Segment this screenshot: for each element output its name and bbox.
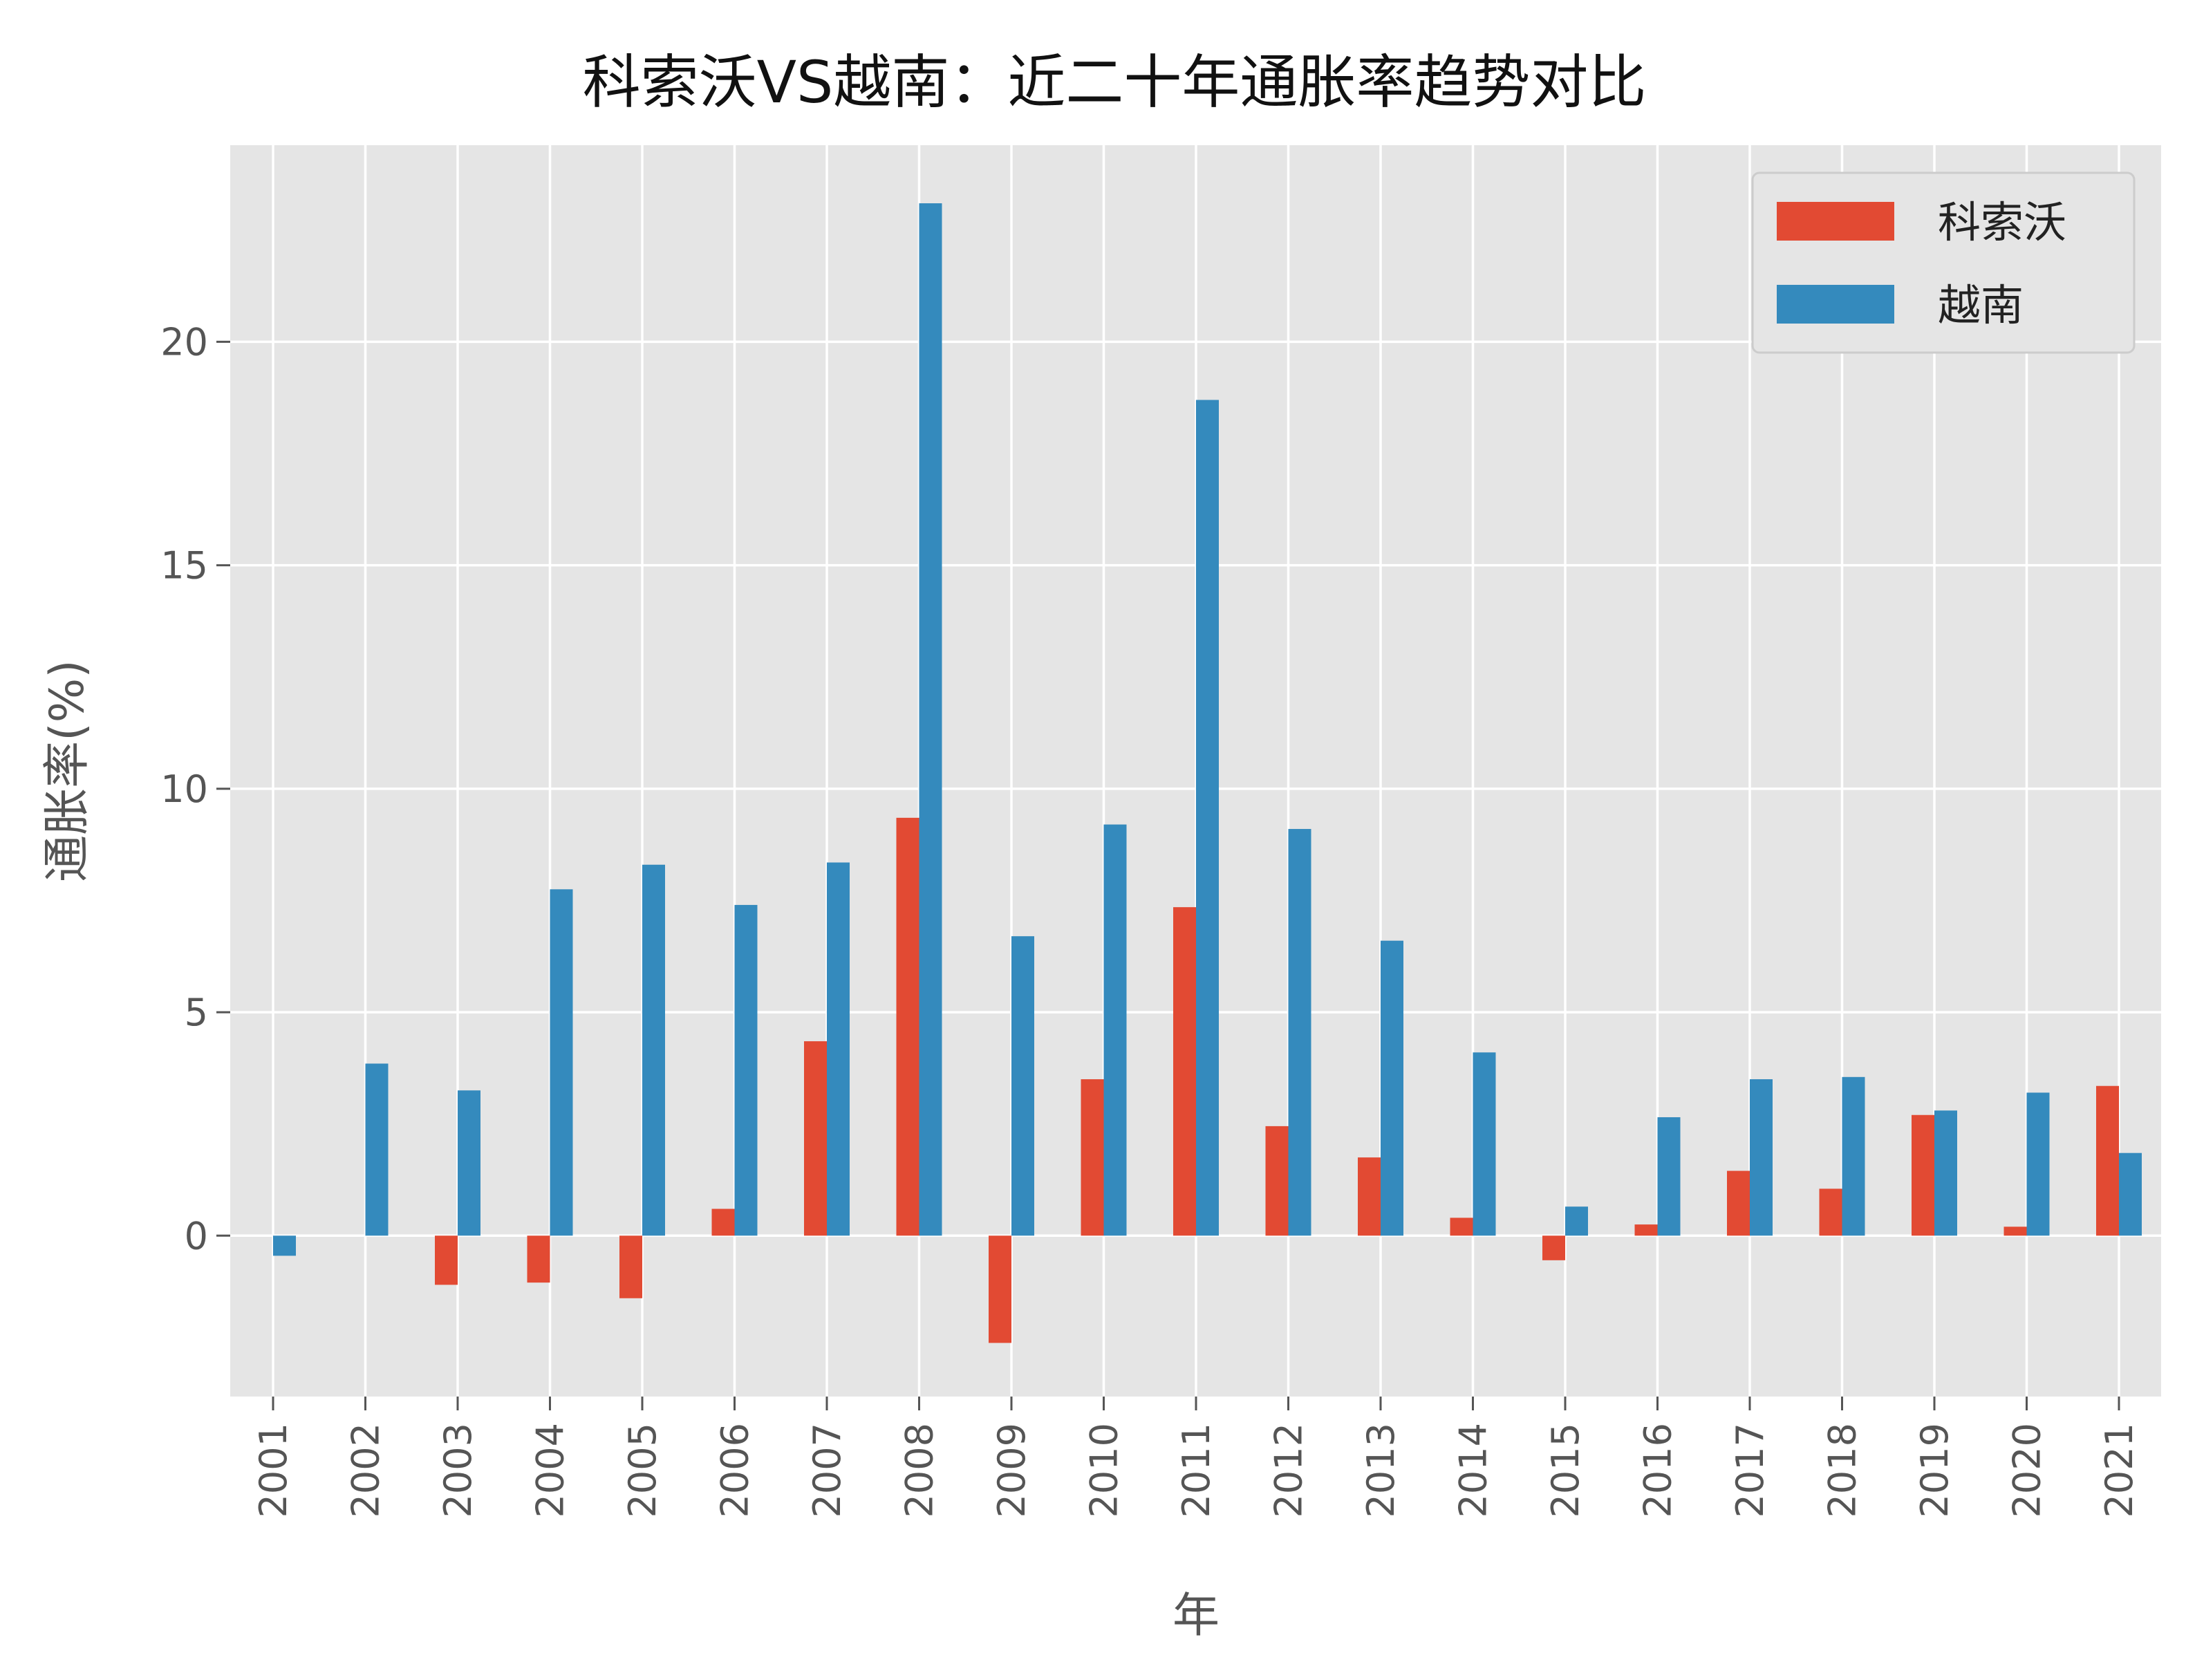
x-tick-label: 2011 <box>1175 1423 1218 1518</box>
bars <box>273 203 2142 1343</box>
legend-swatch-vietnam <box>1777 285 1894 324</box>
x-tick-label: 2003 <box>436 1423 480 1518</box>
bar-vietnam <box>2026 1092 2050 1236</box>
bar-kosovo <box>804 1041 827 1236</box>
bar-kosovo <box>435 1235 458 1285</box>
y-tick-label: 20 <box>160 320 208 364</box>
x-tick-label: 2005 <box>621 1423 664 1518</box>
x-tick-label: 2018 <box>1821 1423 1865 1518</box>
bar-kosovo <box>527 1235 550 1283</box>
y-tick-label: 15 <box>160 544 208 588</box>
bar-kosovo <box>989 1235 1011 1343</box>
chart-title: 科索沃VS越南：近二十年通胀率趋势对比 <box>583 48 1647 116</box>
x-tick-label: 2013 <box>1359 1423 1403 1518</box>
x-tick-label: 2006 <box>713 1423 757 1518</box>
bar-kosovo <box>1727 1170 1750 1236</box>
bar-kosovo <box>711 1208 735 1236</box>
bar-vietnam <box>2119 1152 2142 1236</box>
bar-kosovo <box>1634 1224 1658 1236</box>
bar-vietnam <box>550 889 573 1236</box>
bar-kosovo <box>2096 1085 2119 1236</box>
bar-kosovo <box>1081 1079 1104 1236</box>
x-tick-label: 2010 <box>1083 1423 1126 1518</box>
legend-swatch-kosovo <box>1777 202 1894 241</box>
bar-kosovo <box>896 817 919 1236</box>
x-tick-label: 2019 <box>1913 1423 1956 1518</box>
bar-vietnam <box>642 864 665 1236</box>
bar-vietnam <box>1196 400 1219 1236</box>
bar-kosovo <box>619 1235 642 1298</box>
bar-vietnam <box>734 904 758 1236</box>
bar-vietnam <box>1288 829 1311 1236</box>
bar-vietnam <box>1011 936 1034 1236</box>
bar-vietnam <box>1473 1052 1496 1236</box>
x-tick-label: 2021 <box>2098 1423 2141 1518</box>
x-tick-label: 2015 <box>1544 1423 1587 1518</box>
bar-vietnam <box>827 862 850 1236</box>
legend: 科索沃 越南 <box>1751 171 2136 354</box>
y-tick-label: 0 <box>185 1214 208 1258</box>
bar-vietnam <box>1103 824 1127 1236</box>
bar-vietnam <box>1381 940 1403 1236</box>
bar-kosovo <box>1173 907 1196 1236</box>
bar-kosovo <box>2003 1226 2027 1236</box>
axis-ticks: 0 5 10 15 20 2001 2002 2003 2004 2005 2006 2007 2008… <box>160 320 2141 1518</box>
y-tick-label: 10 <box>160 767 208 811</box>
bar-vietnam <box>1657 1117 1681 1236</box>
bar-vietnam <box>1934 1110 1957 1236</box>
x-axis-label: 年 <box>1173 1589 1220 1643</box>
bar-vietnam <box>1565 1206 1588 1236</box>
bar-vietnam <box>458 1090 480 1236</box>
bar-kosovo <box>1265 1126 1289 1236</box>
bar-kosovo <box>1819 1188 1842 1236</box>
x-tick-label: 2004 <box>529 1423 572 1518</box>
y-tick-label: 5 <box>185 991 208 1034</box>
x-tick-label: 2007 <box>805 1423 849 1518</box>
y-axis-label: 通胀率(%) <box>40 660 95 882</box>
x-tick-label: 2012 <box>1267 1423 1311 1518</box>
bar-kosovo <box>1912 1114 1934 1236</box>
bar-vietnam <box>1750 1079 1773 1236</box>
x-tick-label: 2014 <box>1452 1423 1495 1518</box>
bar-kosovo <box>1542 1235 1565 1260</box>
x-tick-label: 2001 <box>252 1423 295 1518</box>
x-tick-label: 2009 <box>990 1423 1034 1518</box>
x-tick-label: 2008 <box>898 1423 942 1518</box>
bar-vietnam <box>273 1235 296 1256</box>
bar-vietnam <box>919 203 942 1236</box>
legend-label-vietnam: 越南 <box>1938 280 2024 330</box>
x-tick-label: 2002 <box>344 1423 388 1518</box>
x-tick-label: 2020 <box>2006 1423 2049 1518</box>
x-tick-label: 2017 <box>1728 1423 1772 1518</box>
x-tick-label: 2016 <box>1636 1423 1680 1518</box>
bar-kosovo <box>1358 1157 1381 1236</box>
legend-label-kosovo: 科索沃 <box>1938 197 2066 248</box>
bar-kosovo <box>1450 1217 1473 1236</box>
bar-vietnam <box>365 1063 389 1236</box>
bar-vietnam <box>1842 1076 1865 1236</box>
